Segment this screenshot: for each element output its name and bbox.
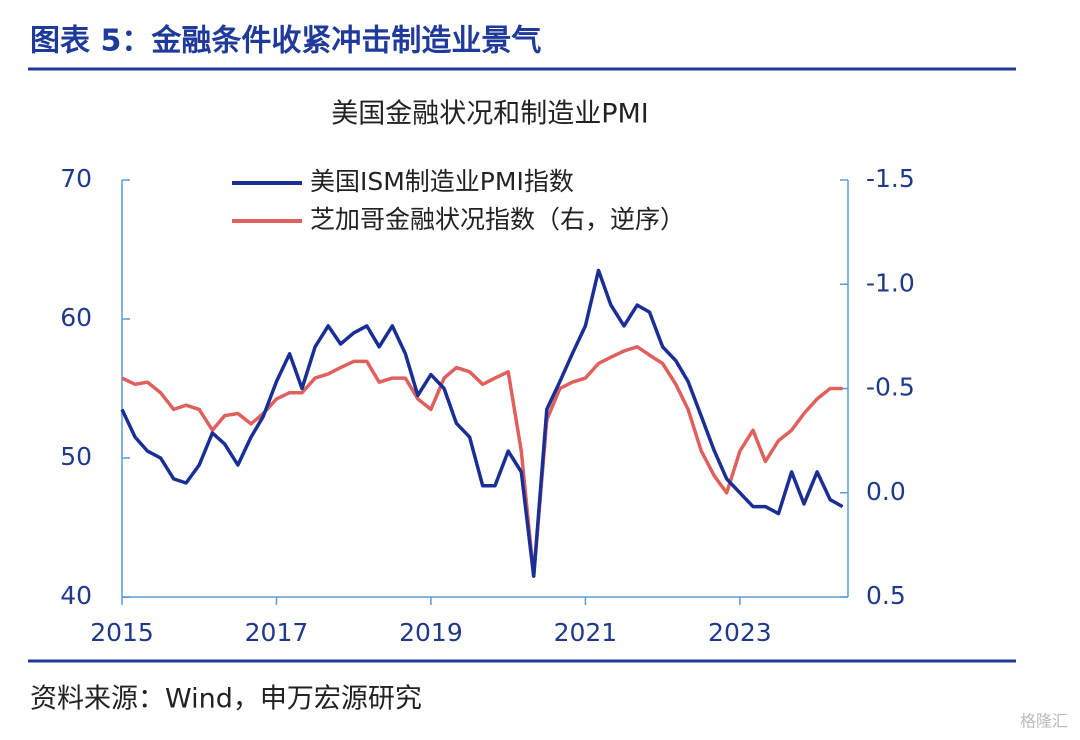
x-tick-label: 2021 xyxy=(554,618,618,647)
y-tick-label: 50 xyxy=(60,442,92,471)
watermark: 格隆汇 xyxy=(1020,712,1068,731)
page-title: 图表 5：金融条件收紧冲击制造业景气 xyxy=(30,24,541,59)
chart-title: 美国金融状况和制造业PMI xyxy=(331,99,649,130)
y-tick-label: 60 xyxy=(60,303,92,332)
x-tick-label: 2019 xyxy=(399,618,463,647)
y2-tick-label: 0.0 xyxy=(866,477,906,506)
legend-label: 芝加哥金融状况指数（右，逆序） xyxy=(310,205,685,234)
series-line xyxy=(120,268,844,578)
y2-tick-label: -1.0 xyxy=(866,268,915,297)
legend-label: 美国ISM制造业PMI指数 xyxy=(310,167,574,196)
x-tick-label: 2017 xyxy=(245,618,309,647)
y-tick-label: 70 xyxy=(60,164,92,193)
series-line xyxy=(121,345,843,578)
y2-tick-label: -0.5 xyxy=(866,373,915,402)
y2-tick-label: -1.5 xyxy=(866,164,915,193)
y-tick-label: 40 xyxy=(60,581,92,610)
x-tick-label: 2015 xyxy=(90,618,154,647)
source: 资料来源：Wind，申万宏源研究 xyxy=(30,684,422,715)
x-tick-label: 2023 xyxy=(708,618,772,647)
y2-tick-label: 0.5 xyxy=(866,581,906,610)
